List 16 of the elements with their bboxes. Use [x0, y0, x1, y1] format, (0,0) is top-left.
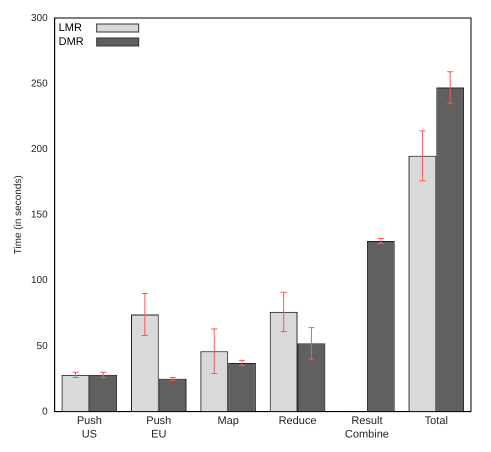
x-tick-label: Total	[424, 415, 448, 428]
y-tick-label: 250	[30, 78, 48, 90]
y-tick-label: 100	[30, 275, 48, 286]
x-tick-label: Push US	[76, 415, 102, 440]
y-tick-label: 0	[42, 406, 48, 418]
y-tick-label: 300	[30, 12, 48, 24]
x-tick-label: Map	[217, 415, 239, 428]
y-axis-title: Time (in seconds)	[12, 175, 24, 254]
x-tick-label: Push EU	[146, 415, 172, 440]
y-tick-label: 150	[30, 210, 48, 221]
legend-label: DMR	[58, 36, 84, 48]
x-tick-label: Reduce	[278, 415, 316, 428]
x-tick-label: Result Combine	[344, 415, 389, 440]
legend-label: LMR	[58, 22, 82, 34]
y-tick-label: 200	[30, 144, 48, 155]
y-tick-label: 50	[36, 340, 48, 352]
